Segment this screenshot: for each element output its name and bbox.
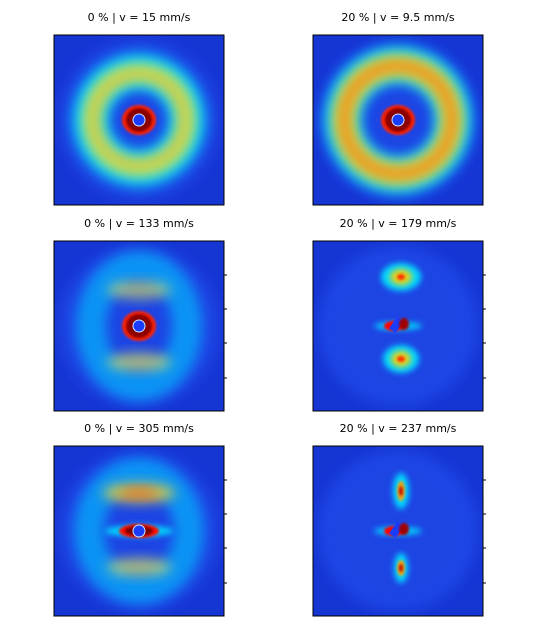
beam-stop — [132, 524, 146, 538]
scattering-image — [54, 35, 224, 205]
scattering-image — [313, 35, 483, 205]
panel-title: 20 % | v = 9.5 mm/s — [341, 11, 454, 24]
panel-title: 20 % | v = 237 mm/s — [340, 422, 457, 435]
intensity-spot — [399, 486, 403, 496]
panel-title: 0 % | v = 305 mm/s — [84, 422, 194, 435]
intensity-spot — [119, 488, 159, 498]
beam-stop — [132, 113, 146, 127]
image-frame — [312, 445, 484, 617]
panel-title: 0 % | v = 15 mm/s — [88, 11, 191, 24]
intensity-spot — [107, 558, 171, 576]
scattering-image — [313, 241, 483, 411]
scattering-image — [54, 446, 224, 616]
panel-title: 20 % | v = 179 mm/s — [340, 217, 457, 230]
intensity-ring — [89, 70, 189, 170]
intensity-ring — [74, 458, 204, 604]
intensity-spot — [399, 564, 403, 572]
beam-stop — [132, 319, 146, 333]
beam-stop — [391, 113, 405, 127]
panel-title: 0 % | v = 133 mm/s — [84, 217, 194, 230]
intensity-spot — [399, 318, 409, 330]
scattering-image — [313, 446, 483, 616]
intensity-ring — [76, 251, 202, 401]
image-frame — [53, 445, 225, 617]
image-frame — [312, 34, 484, 206]
intensity-spot — [107, 281, 171, 299]
intensity-spot — [397, 274, 405, 280]
image-frame — [53, 240, 225, 412]
intensity-spot — [107, 353, 171, 371]
intensity-spot — [397, 356, 405, 362]
intensity-spot — [399, 523, 409, 535]
scattering-image — [54, 241, 224, 411]
image-frame — [53, 34, 225, 206]
intensity-ring — [339, 61, 457, 179]
image-frame — [312, 240, 484, 412]
